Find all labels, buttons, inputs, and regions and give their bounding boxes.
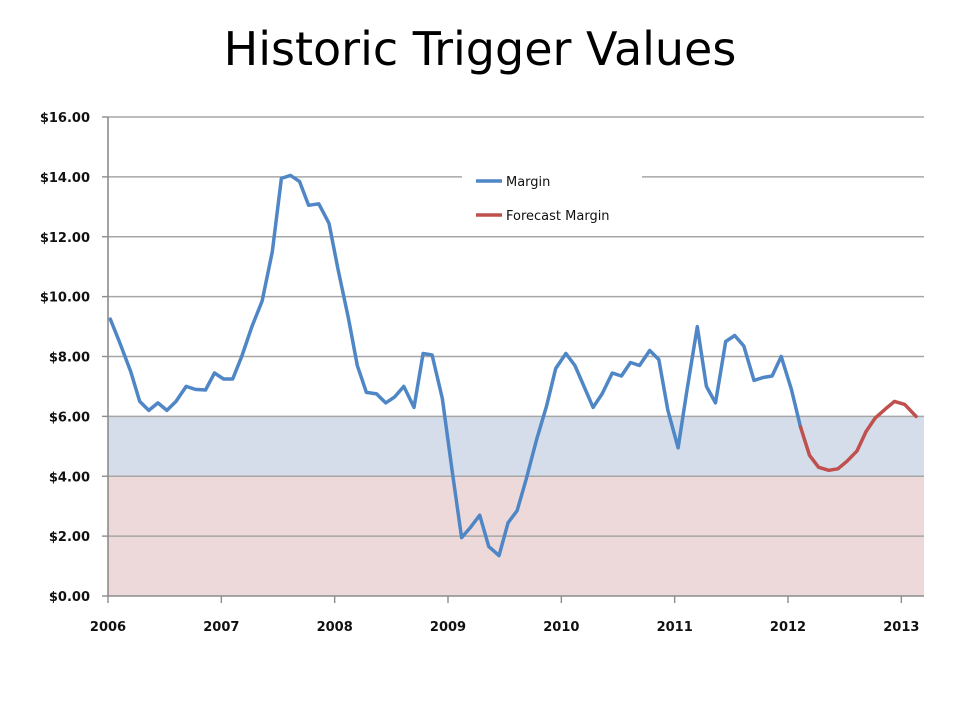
series-line-margin <box>108 173 803 558</box>
x-tick-label: 2011 <box>657 620 693 635</box>
y-tick-label: $2.00 <box>49 530 90 545</box>
series-line-forecast-margin <box>798 399 918 473</box>
y-tick-label: $6.00 <box>49 410 90 425</box>
legend-box <box>462 165 642 231</box>
legend-label: Forecast Margin <box>506 209 610 224</box>
y-tick-label: $0.00 <box>49 590 90 605</box>
y-tick-label: $4.00 <box>49 470 90 485</box>
y-tick-label: $12.00 <box>40 231 90 246</box>
x-tick-label: 2012 <box>770 620 806 635</box>
x-tick-label: 2008 <box>317 620 353 635</box>
legend-label: Margin <box>506 175 550 190</box>
x-tick-label: 2013 <box>883 620 919 635</box>
x-tick-label: 2006 <box>90 620 126 635</box>
y-tick-labels: $0.00 $2.00 $4.00 $6.00 $8.00 $10.00 $12.00 $14… <box>40 111 90 605</box>
band-1 <box>108 416 924 477</box>
chart-title: Historic Trigger Values <box>223 22 737 76</box>
x-tick-label: 2007 <box>203 620 239 635</box>
y-tick-label: $14.00 <box>40 171 90 186</box>
axes <box>102 116 924 603</box>
y-tick-label: $8.00 <box>49 351 90 366</box>
threshold-bands <box>108 416 924 596</box>
legend: Margin Forecast Margin <box>462 165 642 231</box>
series-lines <box>108 173 918 558</box>
x-tick-label: 2010 <box>543 620 579 635</box>
x-tick-label: 2009 <box>430 620 466 635</box>
y-tick-label: $16.00 <box>40 111 90 126</box>
x-tick-labels: 2006 2007 2008 2009 2010 2011 2012 2013 <box>90 620 920 635</box>
y-tick-label: $10.00 <box>40 291 90 306</box>
gridlines <box>108 116 924 537</box>
